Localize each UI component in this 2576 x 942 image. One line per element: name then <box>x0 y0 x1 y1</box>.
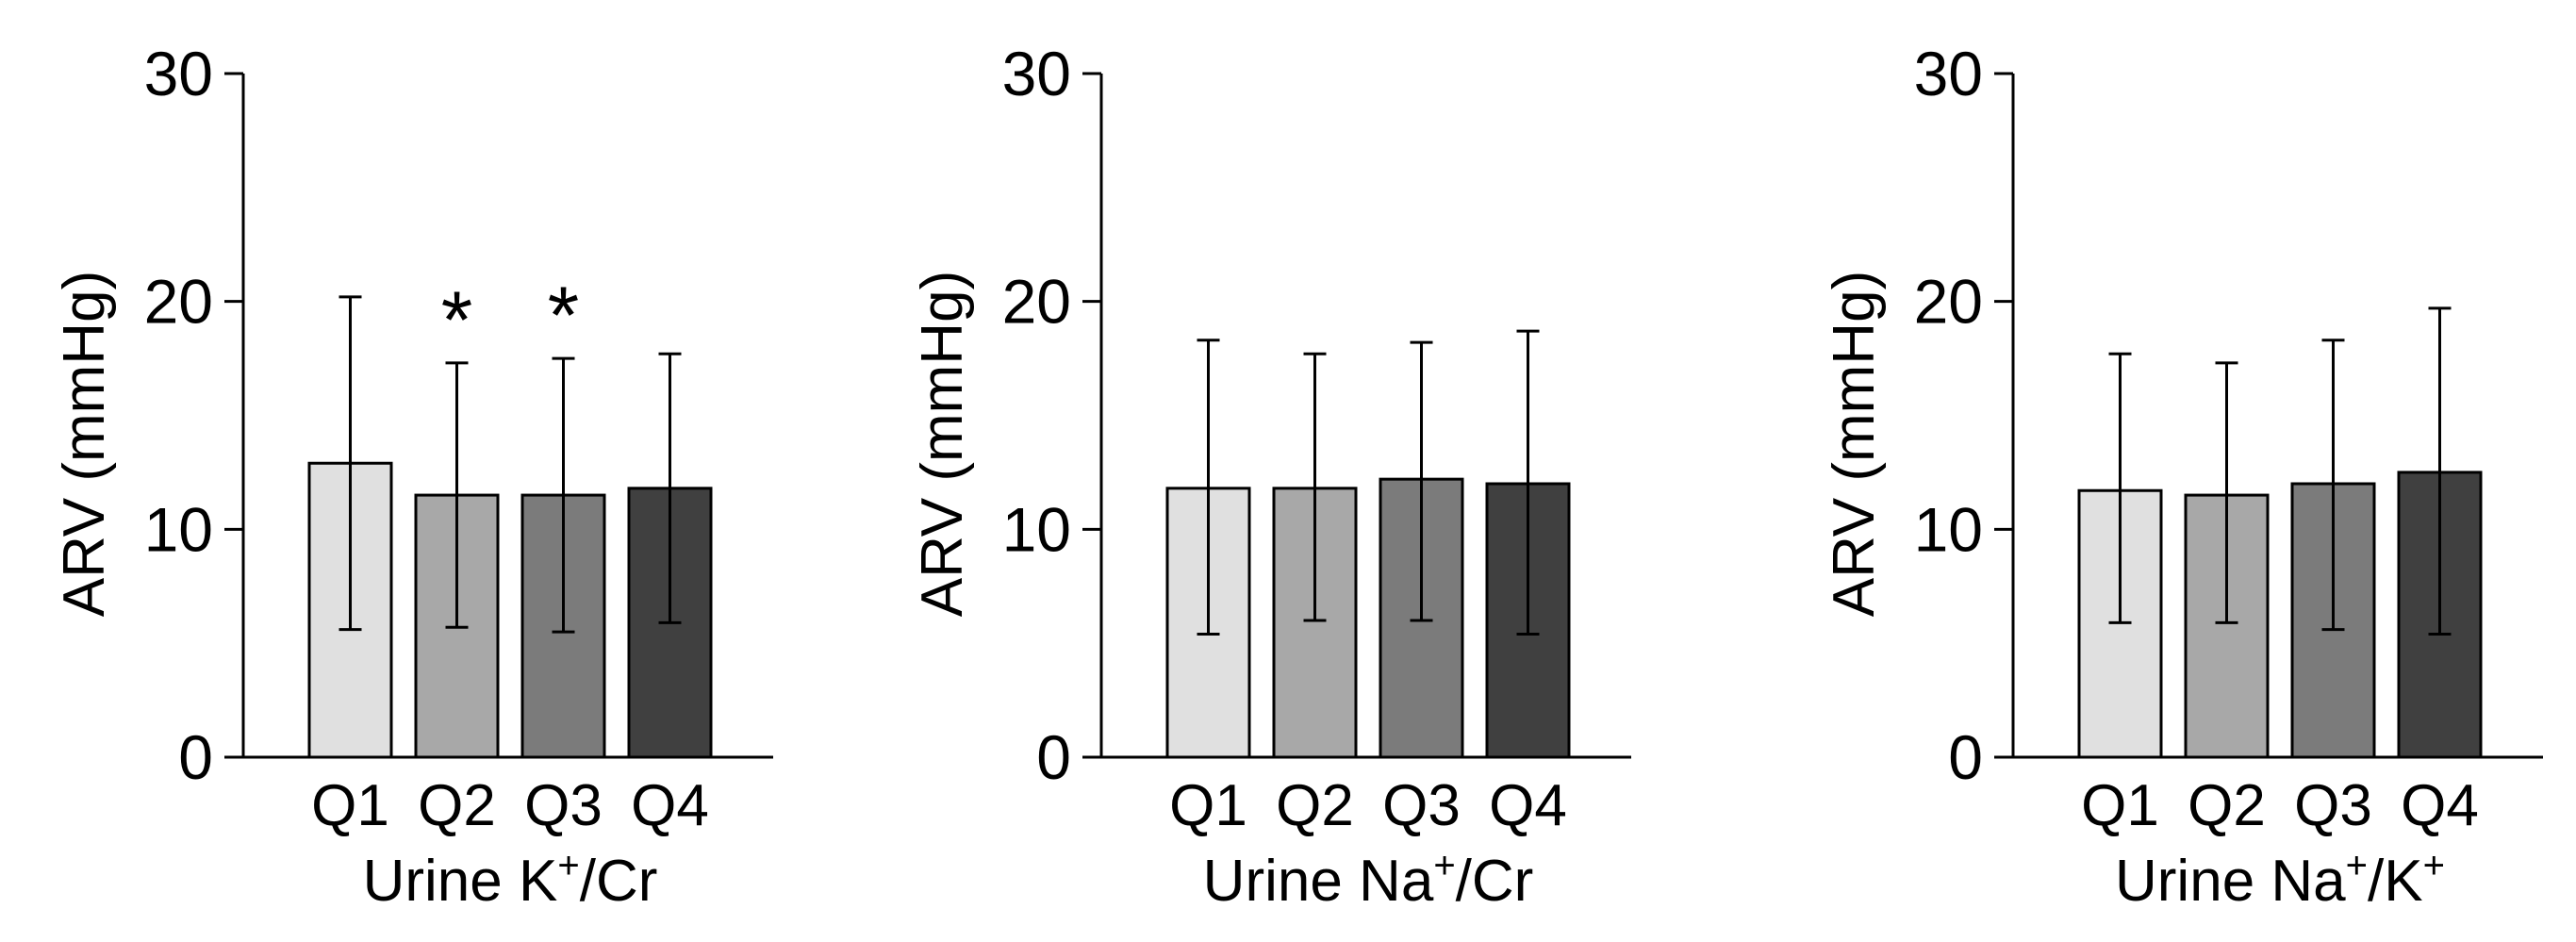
y-tick-label: 0 <box>178 722 213 792</box>
y-tick-label: 10 <box>1002 494 1071 564</box>
significance-marker: * <box>548 271 579 361</box>
y-axis-title: ARV (mmHg) <box>1822 271 1887 617</box>
x-axis-title: Urine Na+/Cr <box>1203 845 1534 914</box>
x-category-label: Q2 <box>1276 773 1354 838</box>
y-tick-label: 30 <box>1002 39 1071 108</box>
x-category-label: Q2 <box>418 773 496 838</box>
y-tick-label: 0 <box>1948 722 1983 792</box>
y-tick-label: 0 <box>1036 722 1071 792</box>
y-tick-label: 30 <box>1914 39 1983 108</box>
x-category-label: Q4 <box>2401 773 2479 838</box>
x-category-label: Q1 <box>311 773 389 838</box>
x-axis-title: Urine K+/Cr <box>363 845 658 914</box>
x-category-label: Q3 <box>1382 773 1461 838</box>
chart-panel-3: 0 10 20 30 Q1 Q2 Q3 Q4 ARV (mmHg) Urine Na+/K+ <box>1822 39 2543 914</box>
x-category-label: Q1 <box>1169 773 1247 838</box>
significance-marker: * <box>441 275 472 366</box>
y-tick-label: 10 <box>144 494 213 564</box>
y-tick-label: 10 <box>1914 494 1983 564</box>
y-tick-label: 20 <box>1002 267 1071 337</box>
x-category-label: Q2 <box>2188 773 2266 838</box>
x-category-label: Q4 <box>1489 773 1567 838</box>
y-tick-label: 20 <box>144 267 213 337</box>
x-category-label: Q1 <box>2081 773 2159 838</box>
y-tick-label: 20 <box>1914 267 1983 337</box>
x-category-label: Q3 <box>524 773 603 838</box>
y-axis-title: ARV (mmHg) <box>910 271 975 617</box>
chart-panel-1: * * 0 10 20 30 Q1 Q2 Q3 Q4 ARV (mmHg) Urine K+/Cr <box>52 39 773 914</box>
y-axis-title: ARV (mmHg) <box>52 271 117 617</box>
chart-panel-2: 0 10 20 30 Q1 Q2 Q3 Q4 ARV (mmHg) Urine Na+/Cr <box>910 39 1631 914</box>
x-category-label: Q4 <box>631 773 709 838</box>
x-category-label: Q3 <box>2294 773 2372 838</box>
y-tick-label: 30 <box>144 39 213 108</box>
x-axis-title: Urine Na+/K+ <box>2115 845 2445 914</box>
